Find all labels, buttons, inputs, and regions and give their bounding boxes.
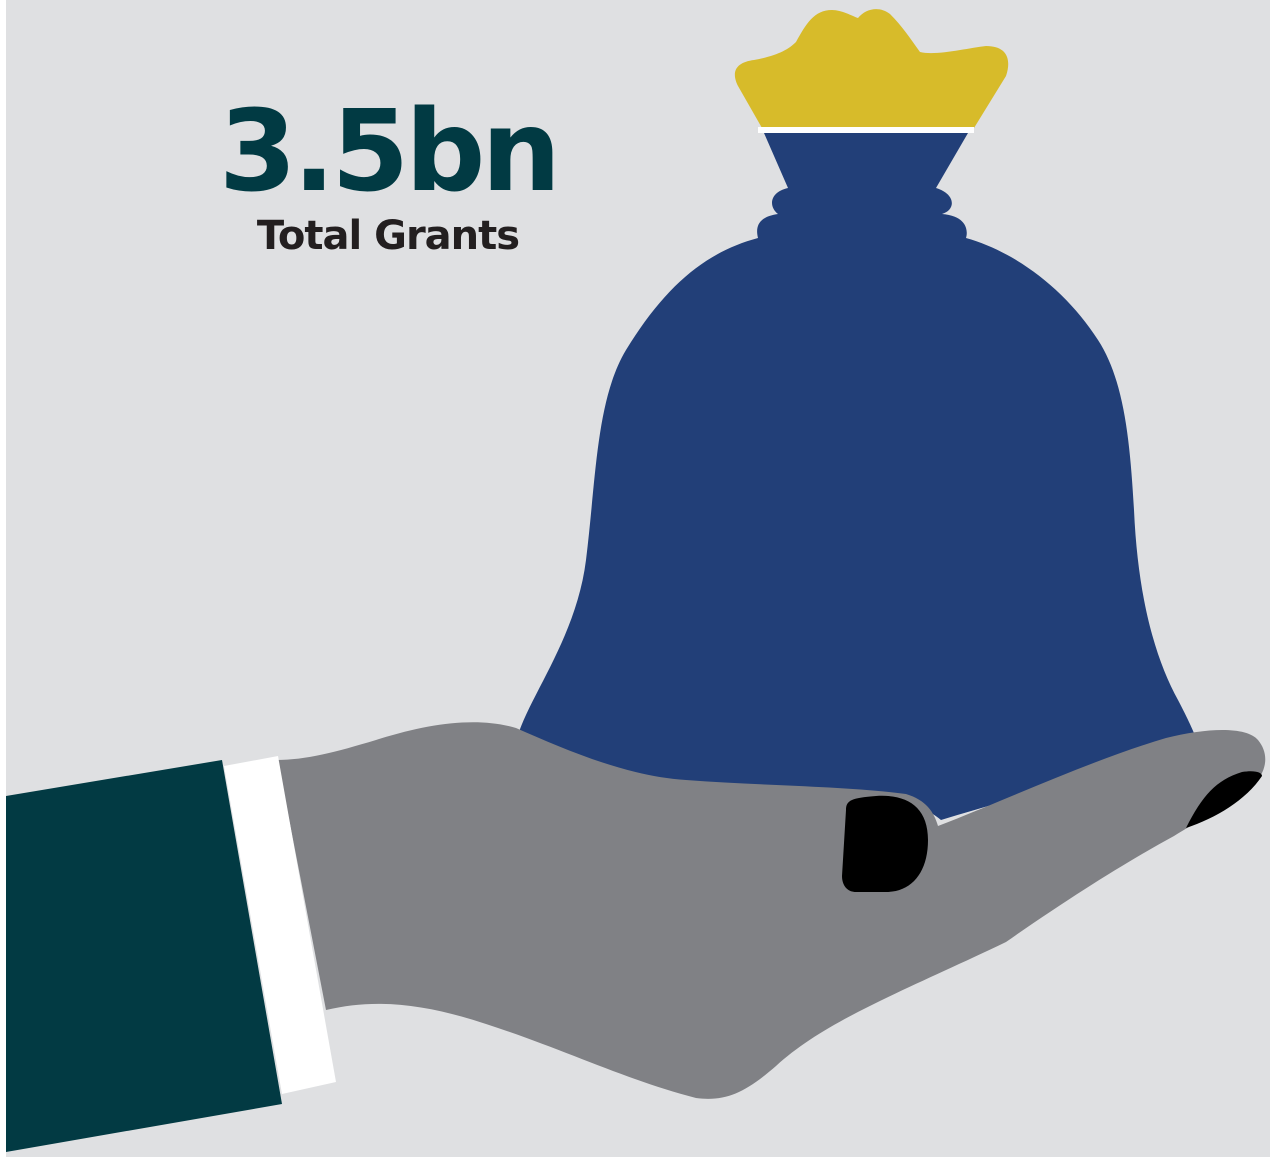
- thumbnail: [842, 795, 928, 892]
- grant-illustration: [6, 9, 1266, 1152]
- sleeve: [6, 756, 336, 1152]
- money-bag-icon: [516, 9, 1201, 820]
- fingernail: [1186, 771, 1262, 828]
- hand-icon: [276, 722, 1266, 1099]
- total-grants-label: Total Grants: [256, 213, 520, 259]
- jacket-sleeve: [6, 760, 282, 1152]
- money-bag-body: [516, 133, 1201, 820]
- infographic-canvas: 3.5bn Total Grants: [6, 0, 1270, 1157]
- money-bag-band: [758, 127, 974, 133]
- hand-palm: [276, 722, 1266, 1099]
- total-grants-value: 3.5bn: [218, 87, 561, 217]
- money-bag-top: [734, 9, 1009, 128]
- shirt-cuff: [224, 756, 336, 1094]
